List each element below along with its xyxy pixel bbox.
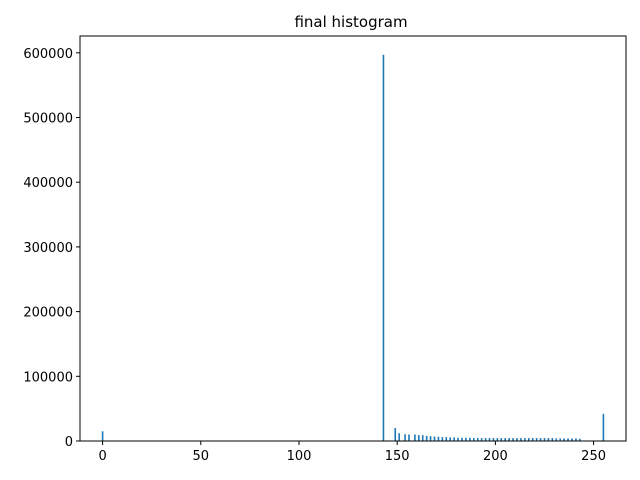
histogram-bar xyxy=(421,435,424,441)
bars-group xyxy=(101,54,605,441)
histogram-bar xyxy=(575,438,577,441)
histogram-bar xyxy=(516,438,518,441)
histogram-bar xyxy=(531,438,534,441)
histogram-bar xyxy=(571,438,573,441)
y-tick-label: 600000 xyxy=(23,47,73,62)
histogram-bar xyxy=(429,436,432,441)
chart-title: final histogram xyxy=(294,13,407,31)
histogram-bar xyxy=(480,438,483,441)
histogram-bar xyxy=(496,438,499,441)
x-tick-label: 150 xyxy=(385,449,410,464)
histogram-bar xyxy=(404,434,406,441)
histogram-bar xyxy=(555,438,558,441)
histogram-bar xyxy=(433,436,436,441)
histogram-bar xyxy=(382,54,385,441)
histogram-bar xyxy=(425,435,428,441)
x-tick-label: 100 xyxy=(287,449,312,464)
histogram-bar xyxy=(504,438,507,441)
histogram-bar xyxy=(445,437,448,441)
histogram-bar xyxy=(449,437,452,441)
histogram-bar xyxy=(441,437,444,441)
histogram-bar xyxy=(539,438,542,441)
y-tick-label: 200000 xyxy=(23,306,73,321)
histogram-bar xyxy=(520,438,522,441)
plot-frame xyxy=(79,35,627,442)
histogram-bar xyxy=(394,428,397,441)
y-tick-label: 400000 xyxy=(23,176,73,191)
histogram-bar xyxy=(461,437,463,441)
histogram-bar xyxy=(512,438,514,441)
histogram-bar xyxy=(559,438,562,441)
histogram-bar xyxy=(469,437,471,441)
y-tick-label: 0 xyxy=(65,435,73,450)
histogram-bar xyxy=(535,438,538,441)
histogram-bar xyxy=(465,437,467,441)
histogram-bar xyxy=(527,438,530,441)
histogram-bar xyxy=(500,438,503,441)
y-tick-label: 500000 xyxy=(23,112,73,127)
histogram-bar xyxy=(543,438,546,441)
x-tick-label: 50 xyxy=(193,449,210,464)
histogram-bar xyxy=(417,435,420,441)
histogram-bar xyxy=(476,438,479,441)
histogram-bar xyxy=(524,438,526,441)
histogram-bar xyxy=(408,434,410,441)
histogram-bar xyxy=(398,433,400,441)
histogram-bar xyxy=(484,438,487,441)
histogram-bar xyxy=(472,438,475,441)
x-tick-label: 250 xyxy=(581,449,606,464)
histogram-bar xyxy=(563,438,565,441)
histogram-bar xyxy=(567,438,569,441)
histogram-bar xyxy=(414,434,416,441)
axes-group: 0 50 100 150 200 250 0 100000 200000 300000 400000… xyxy=(23,35,627,464)
y-tick-label: 300000 xyxy=(23,241,73,256)
x-tick-label: 200 xyxy=(483,449,508,464)
histogram-bar xyxy=(508,438,510,441)
x-tick-label: 0 xyxy=(98,449,106,464)
histogram-bar xyxy=(453,437,455,441)
histogram-bar xyxy=(101,431,104,441)
histogram-bar xyxy=(547,438,550,441)
y-tick-label: 100000 xyxy=(23,370,73,385)
histogram-bar xyxy=(457,437,459,441)
histogram-bar xyxy=(579,438,581,441)
histogram-bar xyxy=(492,438,495,441)
histogram-bar xyxy=(488,438,491,441)
histogram-bar xyxy=(551,438,554,441)
histogram-bar xyxy=(437,436,440,441)
histogram-bar xyxy=(602,413,605,441)
